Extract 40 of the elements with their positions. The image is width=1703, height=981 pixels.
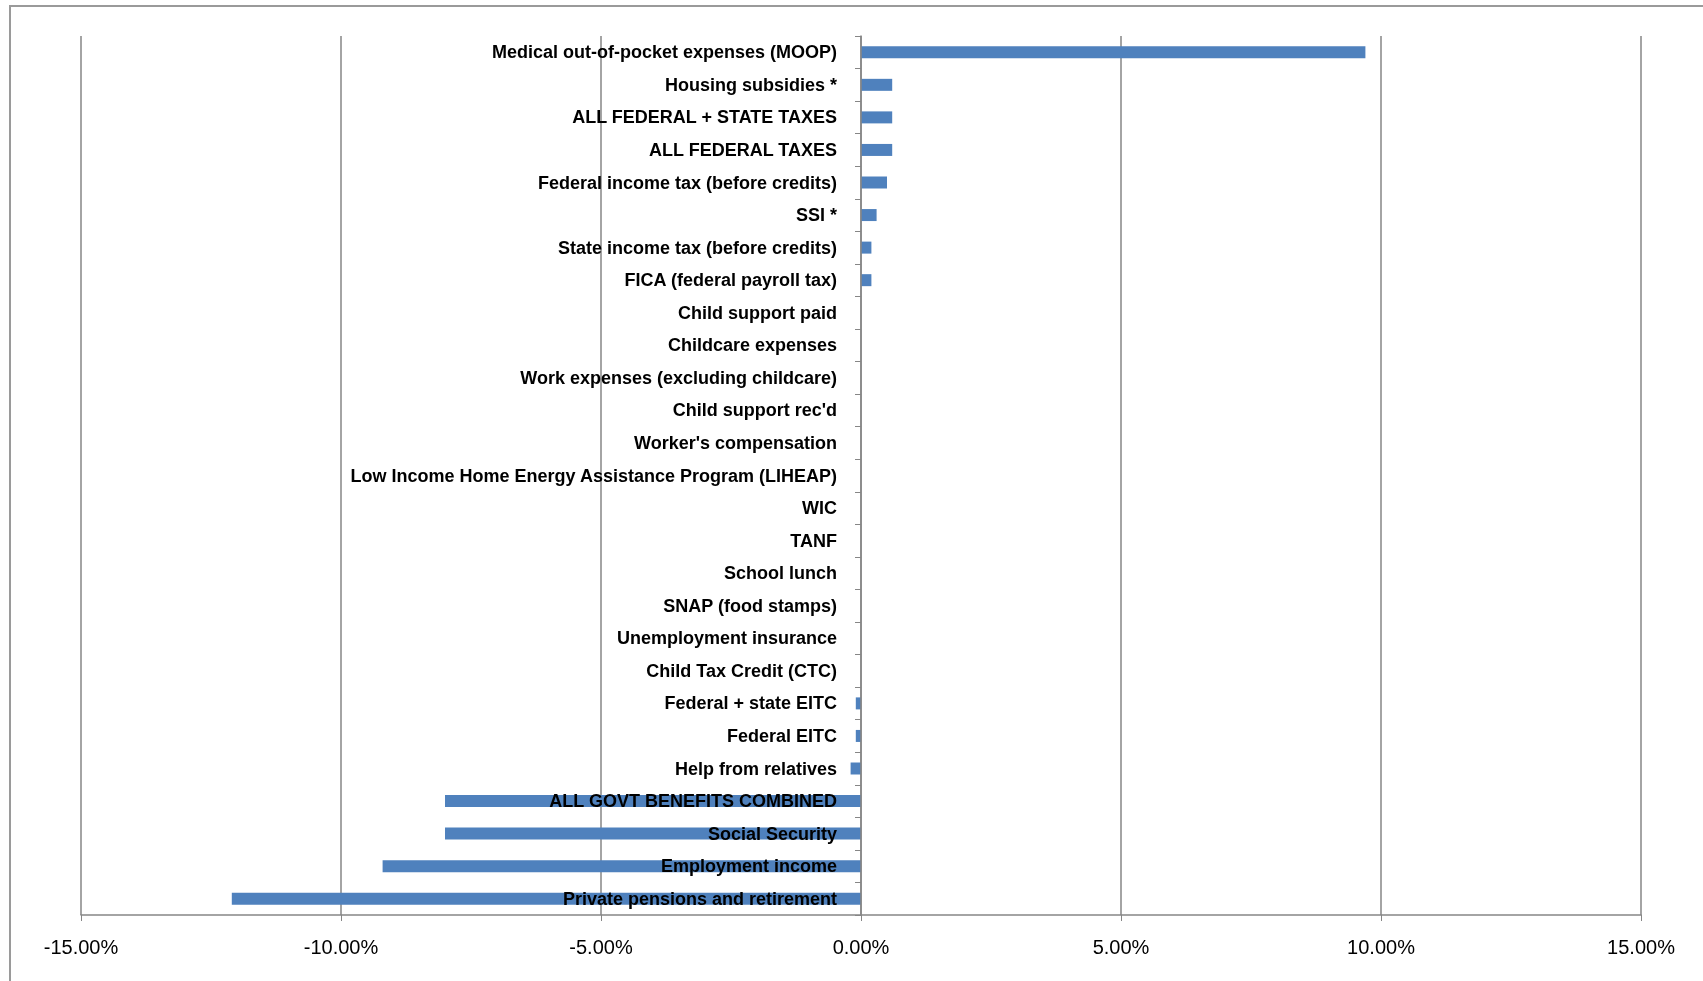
y-tick-label: Child support rec'd	[672, 400, 837, 421]
y-tick-label: Medical out-of-pocket expenses (MOOP)	[491, 42, 837, 63]
y-tick-label: Childcare expenses	[667, 335, 837, 356]
x-tick-label: -5.00%	[569, 936, 633, 958]
x-tick-label: 0.00%	[832, 936, 890, 958]
y-tick-label: Private pensions and retirement	[562, 888, 837, 909]
y-tick-label: Social Security	[707, 823, 837, 844]
x-tick-label: 5.00%	[1092, 936, 1150, 958]
y-tick-label: Help from relatives	[674, 758, 837, 779]
y-tick-label: FICA (federal payroll tax)	[624, 270, 837, 291]
y-tick-label: ALL GOVT BENEFITS COMBINED	[549, 791, 837, 812]
y-tick-label: Child Tax Credit (CTC)	[646, 660, 837, 681]
y-tick-label: Unemployment insurance	[616, 628, 837, 649]
y-tick-label: Federal income tax (before credits)	[537, 172, 837, 193]
bar	[861, 176, 887, 189]
y-tick-label: Work expenses (excluding childcare)	[520, 367, 837, 388]
y-tick-label: ALL FEDERAL TAXES	[648, 139, 837, 160]
y-tick-label: ALL FEDERAL + STATE TAXES	[572, 107, 837, 128]
bar	[861, 78, 893, 91]
x-tick-label: -10.00%	[303, 936, 379, 958]
y-tick-label: WIC	[802, 498, 837, 519]
y-tick-label: Worker's compensation	[633, 432, 837, 453]
bar	[861, 46, 1366, 59]
y-tick-label: Employment income	[660, 856, 837, 877]
bar	[861, 209, 877, 222]
y-tick-label: SNAP (food stamps)	[663, 595, 837, 616]
y-tick-label: Federal EITC	[726, 725, 837, 746]
y-tick-label: Federal + state EITC	[664, 693, 837, 714]
y-tick-label: Housing subsidies *	[664, 74, 837, 95]
y-tick-label: School lunch	[723, 563, 837, 584]
x-tick-label: -15.00%	[43, 936, 119, 958]
y-tick-label: Child support paid	[678, 302, 837, 323]
y-tick-label: State income tax (before credits)	[557, 237, 837, 258]
y-tick-label: TANF	[790, 530, 837, 551]
x-tick-label: 15.00%	[1607, 936, 1676, 958]
bar	[861, 143, 893, 156]
x-tick-label: 10.00%	[1347, 936, 1416, 958]
y-tick-label: Low Income Home Energy Assistance Program (LIHEAP)	[350, 465, 837, 486]
y-tick-label: SSI *	[795, 205, 837, 226]
bar	[861, 111, 893, 124]
